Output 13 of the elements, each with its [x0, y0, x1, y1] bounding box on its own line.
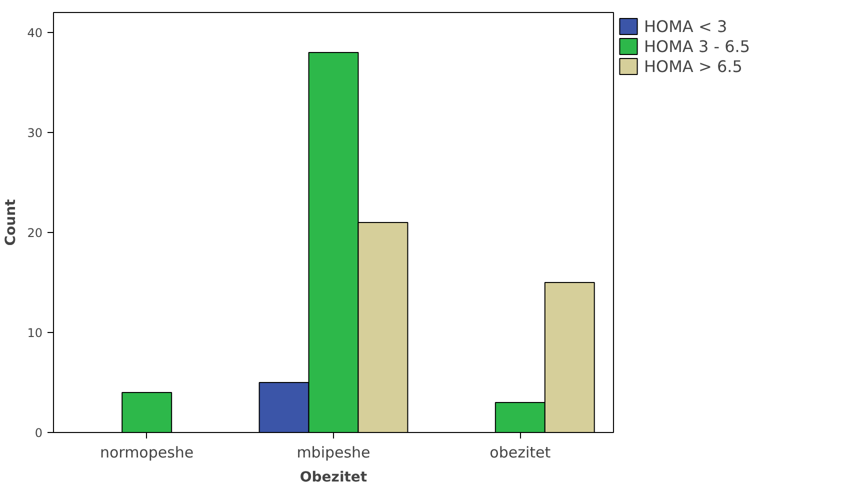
x-tick-label: normopeshe	[100, 444, 194, 462]
y-tick-label: 40	[27, 26, 43, 40]
y-tick-label: 0	[34, 426, 43, 440]
y-tick-label: 10	[27, 326, 43, 340]
y-tick-label: 30	[27, 126, 43, 140]
x-tick-label: mbipeshe	[296, 444, 370, 462]
legend-label: HOMA 3 - 6.5	[644, 36, 750, 56]
legend-label: HOMA > 6.5	[644, 56, 742, 76]
y-axis-title: Count	[3, 198, 20, 246]
legend-label: HOMA < 3	[644, 16, 728, 36]
x-axis-title: Obezitet	[300, 470, 368, 486]
y-tick-label: 20	[27, 226, 43, 240]
x-tick-label: obezitet	[490, 444, 551, 462]
